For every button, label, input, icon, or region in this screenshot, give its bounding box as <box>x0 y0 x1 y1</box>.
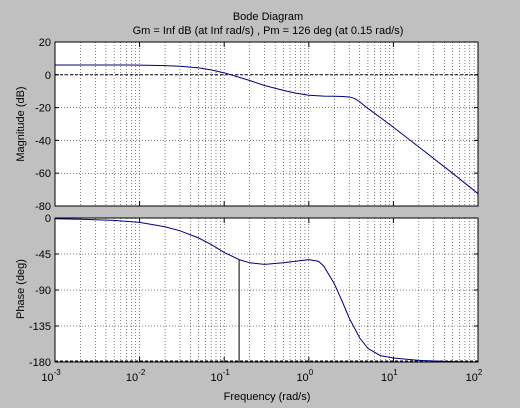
x-tick-label: 100 <box>296 368 313 384</box>
magnitude-y-tick-label: -60 <box>35 168 51 180</box>
phase-y-tick-label: -90 <box>35 285 51 297</box>
chart-title: Bode Diagram <box>233 11 303 23</box>
x-axis-label: Frequency (rad/s) <box>224 391 311 403</box>
phase-y-tick-label: -135 <box>29 321 51 333</box>
phase-axes: 0 -45 -90 -135 -180 <box>29 213 479 369</box>
magnitude-y-tick-label: -40 <box>35 135 51 147</box>
x-tick-label: 101 <box>381 368 398 384</box>
x-tick-label: 10-3 <box>41 368 61 384</box>
magnitude-y-tick-label: 20 <box>39 37 51 49</box>
x-tick-label: 10-1 <box>211 368 231 384</box>
chart-subtitle: Gm = Inf dB (at Inf rad/s) , Pm = 126 de… <box>133 25 404 37</box>
phase-plot-area <box>55 218 478 362</box>
x-tick-label: 102 <box>466 368 483 384</box>
magnitude-axis-label: Magnitude (dB) <box>15 86 27 161</box>
magnitude-frame <box>54 41 479 207</box>
magnitude-axes: 20 0 -20 -40 -60 -80 <box>35 37 479 213</box>
magnitude-y-tick-label: -20 <box>35 103 51 115</box>
magnitude-series-line <box>55 64 479 195</box>
magnitude-y-tick-label: 0 <box>45 70 51 82</box>
phase-y-tick-label: -45 <box>35 249 51 261</box>
x-tick-label: 10-2 <box>126 368 146 384</box>
magnitude-y-tick-label: -80 <box>35 201 51 213</box>
magnitude-plot-area <box>55 42 478 206</box>
phase-series-line <box>54 218 479 363</box>
phase-y-tick-label: -180 <box>29 357 51 369</box>
phase-y-tick-label: 0 <box>45 213 51 225</box>
phase-axis-label: Phase (deg) <box>15 259 27 319</box>
